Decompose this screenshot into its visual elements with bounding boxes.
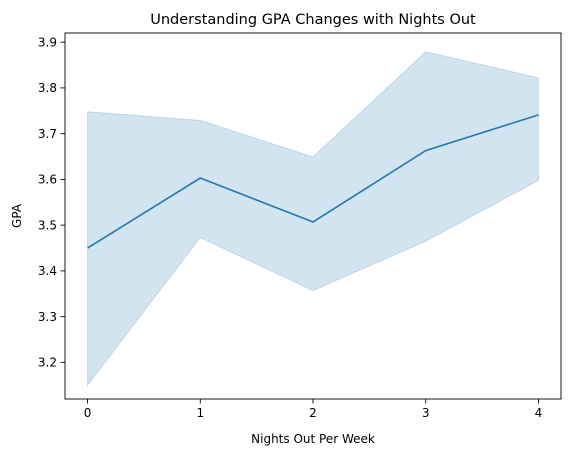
- series-line-0: [87, 114, 539, 249]
- x-tick-label: 0: [84, 406, 92, 420]
- data-point-1: [199, 177, 202, 180]
- data-point-3: [424, 149, 427, 152]
- y-axis: 3.2 3.3 3.4 3.5 3.6 3.7 3.8 3.9: [38, 35, 65, 370]
- y-tick-label: 3.3: [38, 310, 57, 324]
- x-tick-label: 2: [309, 406, 317, 420]
- y-tick-label: 3.4: [38, 264, 57, 278]
- y-tick-label: 3.8: [38, 81, 57, 95]
- data-point-0: [86, 247, 89, 250]
- x-axis-title: Nights Out Per Week: [251, 432, 375, 446]
- y-tick-label: 3.7: [38, 127, 57, 141]
- confidence-band-0: [87, 51, 539, 387]
- y-tick-label: 3.2: [38, 356, 57, 370]
- y-axis-title: GPA: [10, 203, 24, 228]
- x-axis: 0 1 2 3 4: [84, 399, 543, 420]
- x-tick-label: 3: [422, 406, 430, 420]
- x-tick-label: 1: [196, 406, 204, 420]
- y-tick-label: 3.6: [38, 173, 57, 187]
- x-tick-label: 4: [535, 406, 543, 420]
- y-tick-label: 3.5: [38, 218, 57, 232]
- plot-area: [86, 51, 540, 387]
- y-tick-label: 3.9: [38, 35, 57, 49]
- data-point-2: [312, 220, 315, 223]
- chart-title: Understanding GPA Changes with Nights Ou…: [150, 12, 476, 28]
- data-point-4: [537, 113, 540, 116]
